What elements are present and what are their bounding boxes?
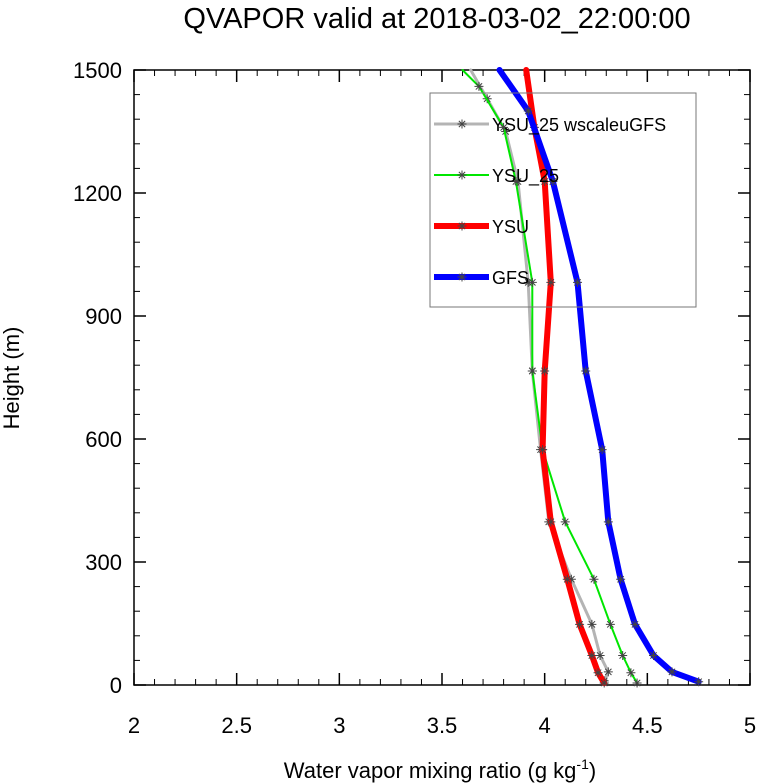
data-point-marker (581, 366, 591, 376)
legend-label: YSU (492, 217, 529, 237)
data-point-marker (589, 574, 599, 584)
chart-title: QVAPOR valid at 2018-03-02_22:00:00 (183, 3, 690, 35)
series-line (461, 69, 639, 684)
x-tick-label: 2.5 (221, 713, 252, 738)
data-point-marker (648, 650, 658, 660)
data-point-marker (546, 277, 556, 287)
data-point-marker (546, 517, 556, 527)
data-point-marker (457, 119, 467, 129)
data-point-marker (630, 619, 640, 629)
data-point-marker (575, 619, 585, 629)
data-point-marker (499, 122, 509, 132)
series-gfs (496, 67, 704, 687)
data-point-marker (501, 127, 511, 136)
x-axis-label: Water vapor mixing ratio (g kg-1) (284, 756, 596, 783)
data-point-marker (511, 177, 521, 187)
x-tick-label: 2 (128, 713, 140, 738)
y-tick-label: 300 (85, 550, 122, 575)
legend: YSU_25 wscaleuGFS YSU_25 YSU GFS (429, 92, 697, 308)
data-point-marker (667, 667, 677, 677)
data-point-marker (587, 650, 597, 660)
data-point-marker (587, 619, 597, 629)
data-point-marker (527, 277, 537, 287)
x-tick-label: 4.5 (632, 713, 663, 738)
data-point-marker (457, 272, 467, 282)
data-point-marker (548, 177, 558, 187)
y-tick-label: 1500 (73, 58, 122, 83)
y-tick-label: 0 (110, 673, 122, 698)
data-point-marker (694, 677, 704, 687)
data-point-marker (632, 678, 642, 688)
data-point-marker (626, 668, 636, 678)
data-point-marker (457, 221, 467, 231)
data-point-marker (457, 170, 467, 180)
data-point-marker (560, 517, 570, 527)
data-point-marker (603, 517, 613, 527)
data-point-marker (593, 668, 603, 678)
data-point-marker (540, 177, 550, 187)
series-group (461, 67, 704, 688)
data-point-marker (527, 366, 537, 376)
plot-frame (133, 69, 751, 686)
x-tick-label: 3.5 (427, 713, 458, 738)
data-point-marker (523, 106, 533, 116)
plot-area (133, 69, 751, 686)
legend-label: GFS (492, 268, 529, 288)
y-axis-label: Height (m) (0, 327, 24, 430)
data-point-marker (562, 574, 572, 584)
data-point-marker (538, 445, 548, 455)
legend-label: YSU_25 wscaleuGFS (492, 115, 666, 136)
y-tick-label: 1200 (73, 181, 122, 206)
data-point-marker (599, 678, 609, 688)
legend-box (429, 92, 697, 308)
series-ysu (523, 67, 609, 688)
legend-entry: GFS (434, 268, 529, 288)
legend-entry: YSU_25 (434, 166, 559, 187)
series-line (496, 67, 702, 685)
data-point-marker (540, 366, 550, 376)
data-point-marker (603, 667, 613, 677)
x-tick-label: 3 (333, 713, 345, 738)
legend-entry: YSU_25 wscaleuGFS (434, 115, 666, 136)
data-point-marker (605, 619, 615, 629)
legend-label: YSU_25 (492, 166, 559, 187)
data-point-marker (616, 574, 626, 584)
legend-entry: YSU (434, 217, 529, 237)
y-tick-label: 600 (85, 427, 122, 452)
x-tick-label: 5 (744, 713, 756, 738)
series-line (523, 67, 608, 686)
y-tick-label: 900 (85, 304, 122, 329)
series-ysu-25 (461, 69, 642, 688)
axes: 2 2.5 3 3.5 4 4.5 5 0 300 600 900 1200 1500 (73, 58, 756, 738)
data-point-marker (474, 81, 484, 91)
x-tick-label: 4 (539, 713, 551, 738)
data-point-marker (573, 277, 583, 287)
data-point-marker (595, 650, 605, 660)
data-point-marker (597, 445, 607, 455)
data-point-marker (618, 650, 628, 660)
